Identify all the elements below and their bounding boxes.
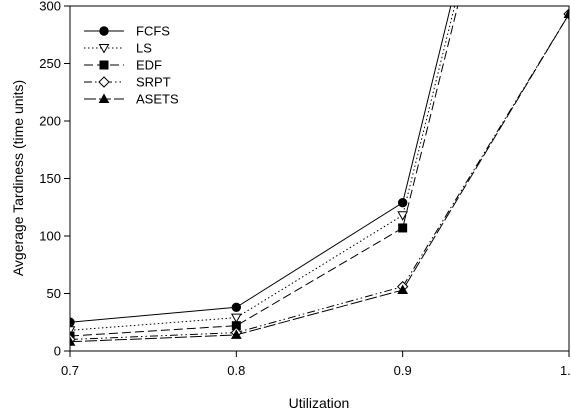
data-point-edf [398, 223, 408, 233]
series-line-fcfs [70, 6, 452, 323]
data-point-fcfs [70, 317, 75, 327]
legend-label-asets: ASETS [136, 92, 179, 107]
legend-marker-fcfs [99, 26, 109, 36]
x-tick-label: 0.7 [61, 363, 79, 378]
data-point-asets [397, 284, 409, 295]
data-point-ls [230, 313, 242, 324]
legend-label-edf: EDF [136, 58, 162, 73]
y-tick-label: 300 [39, 0, 61, 14]
y-tick-label: 150 [39, 171, 61, 186]
x-tick-label: 0.8 [227, 363, 245, 378]
y-tick-label: 250 [39, 56, 61, 71]
legend-marker-srpt [98, 76, 110, 88]
data-point-asets [70, 336, 76, 346]
data-point-asets [563, 8, 569, 19]
legend-label-fcfs: FCFS [136, 24, 170, 39]
legend-marker-edf [99, 60, 109, 70]
series-lines [70, 6, 569, 343]
data-point-asets [230, 329, 242, 339]
y-tick-label: 200 [39, 114, 61, 129]
series-line-edf [70, 6, 459, 337]
series-line-ls [70, 6, 456, 331]
series-line-srpt [70, 13, 569, 340]
x-axis-title: Utilization [289, 395, 350, 411]
data-point-ls [397, 211, 409, 221]
data-point-fcfs [231, 302, 242, 312]
y-tick-label: 50 [47, 286, 61, 301]
legend-marker-asets [98, 93, 110, 103]
x-tick-label: 1.0 [560, 363, 571, 378]
x-axis: 0.7 0.8 0.9 1.0 [61, 351, 571, 378]
legend-marker-ls [98, 44, 110, 54]
y-axis: 0 50 100 150 200 250 300 [39, 0, 70, 359]
y-tick-label: 0 [54, 344, 61, 359]
y-tick-label: 100 [39, 229, 61, 244]
series-markers [70, 8, 569, 346]
y-axis-title: Avgerage Tardiness (time units) [10, 80, 26, 276]
series-line-asets [70, 13, 569, 343]
legend-label-ls: LS [136, 41, 152, 56]
legend: FCFS LS EDF SRPT ASETS [84, 24, 179, 107]
x-tick-label: 0.9 [394, 363, 412, 378]
data-point-fcfs [397, 197, 408, 208]
legend-label-srpt: SRPT [136, 75, 171, 90]
